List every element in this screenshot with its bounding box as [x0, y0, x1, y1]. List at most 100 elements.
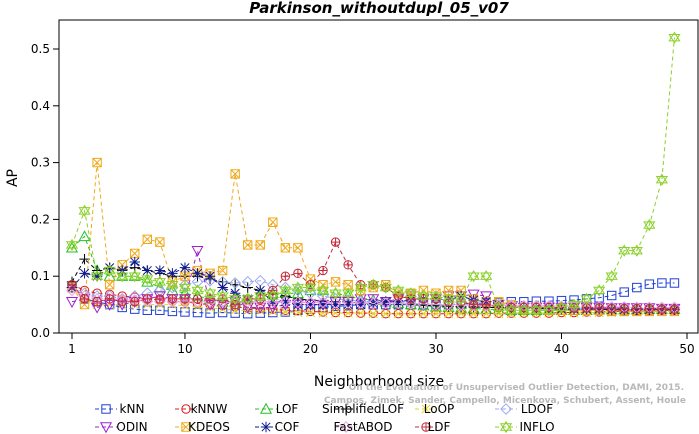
data-point-ldf [581, 303, 592, 313]
data-point-inflo [492, 301, 505, 314]
data-point-inflo [454, 292, 468, 306]
data-point-fastabod [354, 296, 367, 309]
data-point-loop [343, 308, 353, 318]
data-point-knn [657, 278, 667, 288]
data-point-kdeos [293, 243, 303, 253]
data-point-fastabod [304, 296, 317, 309]
data-point-kdeos [130, 248, 140, 259]
data-point-knn [268, 307, 278, 318]
legend-marker-knn [101, 404, 111, 414]
data-point-cof [217, 282, 228, 293]
y-tick-label: 0.4 [31, 99, 50, 113]
data-point-knn [155, 305, 165, 315]
data-point-kdeos [155, 237, 165, 247]
data-point-inflo [241, 292, 254, 306]
data-point-odin [367, 294, 380, 306]
data-point-fastabod [404, 298, 417, 310]
x-axis-label: Neighborhood size [314, 374, 444, 390]
legend-item-kdeos: KDEOS [175, 420, 230, 434]
data-point-inflo [342, 287, 355, 300]
data-point-ldf [180, 294, 190, 304]
data-point-cof [355, 299, 366, 310]
y-tick-label: 0.1 [31, 269, 50, 283]
data-point-ldf [79, 294, 90, 304]
watermark-line-2: On the Evaluation of Unsupervised Outlie… [349, 383, 684, 393]
data-point-loop [381, 309, 391, 319]
legend-marker-simplifiedlof [340, 403, 352, 415]
data-point-inflo [203, 287, 217, 300]
x-tick-label: 1 [68, 342, 76, 356]
series-line-inflo [71, 37, 675, 311]
plot-area [65, 31, 681, 319]
y-tick-label: 0.5 [31, 42, 50, 56]
data-point-inflo [91, 270, 104, 283]
data-point-inflo [417, 289, 430, 303]
data-point-loop [418, 309, 428, 319]
data-point-loop [293, 307, 303, 318]
data-point-cof [204, 271, 216, 282]
data-point-ldf [130, 297, 140, 307]
data-point-knn [243, 308, 253, 319]
data-point-loop [431, 309, 441, 319]
data-point-inflo [392, 284, 405, 297]
data-point-fastabod [442, 298, 455, 311]
data-point-ldf [104, 294, 115, 304]
data-point-inflo [367, 278, 380, 291]
data-point-inflo [480, 270, 493, 283]
data-point-ldof [179, 278, 191, 291]
data-point-ldf [343, 260, 353, 270]
data-point-odin [65, 297, 79, 308]
data-point-ldof [304, 287, 317, 300]
data-point-ldf [67, 280, 77, 290]
data-point-inflo [291, 281, 305, 294]
data-point-inflo [229, 292, 242, 306]
legend-label-lof: LOF [276, 402, 299, 416]
legend-marker-ldf [421, 422, 431, 432]
legend-marker-odin [99, 422, 113, 434]
data-point-cof [154, 265, 166, 276]
data-point-inflo [618, 244, 631, 257]
data-point-fastabod [292, 296, 304, 309]
data-point-knn [192, 307, 203, 318]
data-point-fastabod [279, 295, 292, 308]
data-point-inflo [593, 284, 606, 297]
data-point-lof [429, 300, 443, 312]
data-point-loop [280, 307, 290, 317]
data-point-fastabod [191, 295, 204, 308]
legend-label-odin: ODIN [116, 420, 147, 434]
data-point-inflo [404, 287, 417, 300]
data-point-cof [317, 299, 329, 310]
legend-marker-cof [260, 421, 272, 433]
legend-marker-inflo [499, 420, 513, 434]
data-point-fastabod [317, 296, 329, 309]
data-point-inflo [304, 281, 317, 294]
data-point-kdeos [92, 157, 102, 168]
data-point-inflo [329, 287, 342, 300]
data-point-fastabod [392, 297, 405, 310]
data-point-kdeos [230, 169, 240, 179]
legend-item-cof: COF [255, 420, 299, 434]
legend-label-simplifiedlof: SimplifiedLOF [322, 402, 404, 416]
legend-label-cof: COF [275, 420, 300, 434]
data-point-cof [167, 268, 178, 279]
data-point-inflo [128, 270, 141, 283]
data-point-inflo [379, 281, 392, 294]
data-point-loop [443, 309, 454, 319]
data-point-inflo [542, 304, 556, 317]
data-point-odin [480, 291, 493, 303]
chart-title: Parkinson_withoutdupl_05_v07 [249, 0, 509, 17]
data-point-ldf [155, 294, 165, 304]
plot-frame [58, 19, 699, 334]
data-point-inflo [78, 204, 91, 218]
data-point-ldf [594, 303, 604, 313]
data-point-cof [342, 299, 354, 310]
data-point-inflo [279, 284, 292, 297]
watermark-line-1: Campos, Zimek, Sander, Campello, Micenko… [324, 396, 686, 406]
data-point-fastabod [179, 295, 191, 308]
data-point-inflo [266, 289, 279, 303]
legend-marker-fastabod [340, 421, 352, 433]
data-point-ldf [669, 304, 680, 314]
data-point-knn [217, 307, 228, 318]
data-point-fastabod [417, 298, 430, 310]
data-point-cof [330, 299, 341, 310]
